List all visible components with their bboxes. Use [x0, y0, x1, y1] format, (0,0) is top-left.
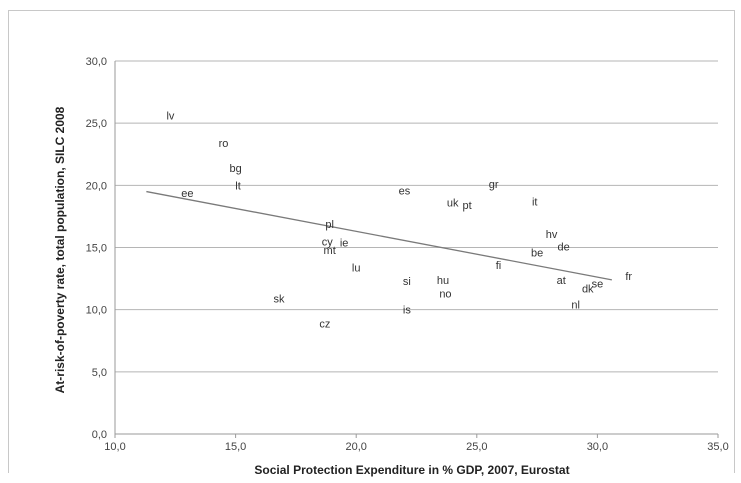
data-point-mt: mt — [324, 245, 336, 257]
data-point-hv: hv — [546, 229, 558, 241]
data-point-pt: pt — [463, 200, 472, 212]
data-point-sk: sk — [274, 293, 286, 305]
data-point-bg: bg — [229, 163, 241, 175]
trendline — [146, 190, 612, 281]
y-tick-label: 15,0 — [86, 243, 107, 255]
data-point-cz: cz — [319, 318, 330, 330]
x-tick-label: 25,0 — [466, 441, 487, 453]
data-point-se: se — [592, 279, 604, 291]
data-point-fr: fr — [625, 271, 632, 283]
x-tick-label: 35,0 — [707, 441, 728, 453]
data-point-gr: gr — [489, 179, 499, 191]
y-axis-title: At-risk-of-poverty rate, total populatio… — [53, 106, 67, 393]
x-tick-label: 10,0 — [104, 441, 125, 453]
y-tick-label: 0,0 — [92, 429, 107, 441]
data-point-nl: nl — [571, 300, 580, 312]
data-point-ee: ee — [181, 188, 193, 200]
y-tick-labels: 0,0 5,0 10,0 15,0 20,0 25,0 30,0 — [86, 56, 107, 441]
x-axis-title: Social Protection Expenditure in % GDP, … — [254, 463, 569, 477]
x-tick-label: 20,0 — [345, 441, 366, 453]
y-tick-label: 5,0 — [92, 367, 107, 379]
data-point-lu: lu — [352, 262, 361, 274]
x-tick-labels: 10,0 15,0 20,0 25,0 30,0 35,0 — [104, 434, 729, 453]
data-point-pl: pl — [325, 219, 334, 231]
data-point-it: it — [532, 196, 538, 208]
data-point-uk: uk — [447, 198, 459, 210]
data-point-is: is — [403, 305, 411, 317]
data-point-fi: fi — [496, 260, 502, 272]
data-point-es: es — [399, 185, 411, 197]
x-tick-label: 15,0 — [225, 441, 246, 453]
data-point-at: at — [557, 275, 566, 287]
data-point-cy: cy — [322, 236, 334, 248]
data-point-dk: dk — [582, 284, 594, 296]
data-point-lt: lt — [235, 180, 241, 192]
y-tick-label: 20,0 — [86, 180, 107, 192]
gridlines — [115, 60, 718, 373]
data-point-ro: ro — [219, 138, 229, 150]
data-point-de: de — [558, 241, 570, 253]
data-point-ie: ie — [340, 238, 349, 250]
data-point-no: no — [439, 289, 451, 301]
y-tick-label: 10,0 — [86, 305, 107, 317]
data-point-be: be — [531, 247, 543, 259]
data-point-si: si — [403, 276, 411, 288]
y-tick-label: 30,0 — [86, 56, 107, 68]
data-point-hu: hu — [437, 275, 449, 287]
y-tick-label: 25,0 — [86, 118, 107, 130]
data-point-lv: lv — [166, 111, 174, 123]
chart-frame — [8, 10, 735, 473]
x-tick-label: 30,0 — [587, 441, 608, 453]
